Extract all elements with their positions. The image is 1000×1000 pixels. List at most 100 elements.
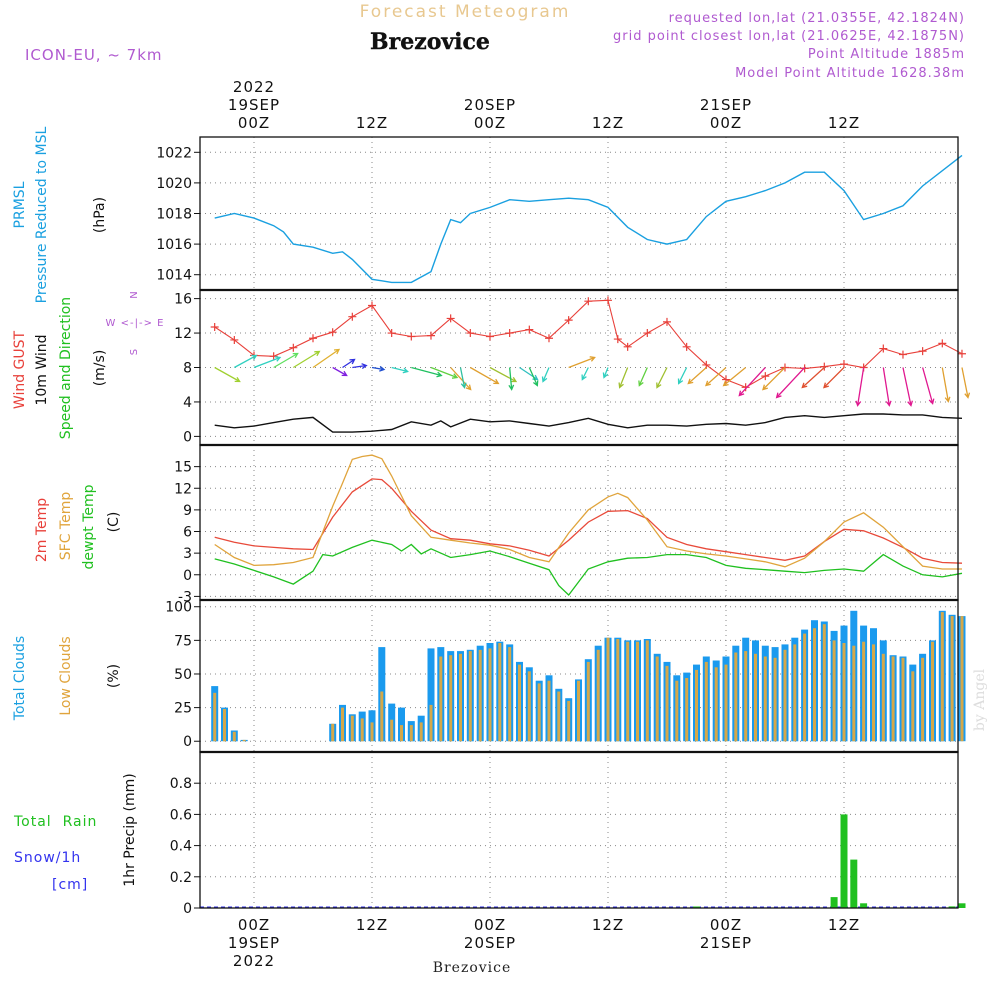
low-cloud-bar <box>636 641 639 742</box>
gust-marker <box>839 360 848 369</box>
gust-marker <box>721 375 730 384</box>
low-cloud-bar <box>390 719 394 742</box>
low-cloud-bar <box>695 669 698 742</box>
wind-ytick-label: 0 <box>183 429 192 445</box>
low-cloud-bar <box>744 651 748 742</box>
low-cloud-bar <box>232 731 236 742</box>
rain-bar <box>830 897 838 908</box>
low-cloud-bar <box>921 657 925 742</box>
low-cloud-bar <box>488 648 492 742</box>
precip-panel: 0 0.2 0.4 0.6 0.8 <box>170 751 966 917</box>
gust-marker <box>485 332 494 341</box>
temp-ytick-label: 6 <box>183 525 192 541</box>
gust-marker <box>682 342 691 351</box>
temp-ytick-label: 3 <box>183 546 192 562</box>
low-cloud-bar <box>734 652 738 742</box>
low-cloud-bar <box>931 641 934 742</box>
precip-ytick-label: 0.2 <box>170 870 192 886</box>
credit: by Angel <box>972 668 988 731</box>
low-cloud-bar <box>331 723 335 742</box>
wind-arrow <box>450 367 472 391</box>
gust-marker <box>466 329 475 338</box>
temp-ytick-label: 9 <box>183 503 192 519</box>
clouds-ytick-label: 50 <box>174 667 192 683</box>
low-cloud-bar <box>508 647 512 742</box>
clouds-ytick-label: 0 <box>183 734 192 750</box>
low-cloud-bar <box>409 725 413 742</box>
bottom-time-label: 12Z <box>592 916 624 934</box>
low-cloud-bar <box>223 709 226 742</box>
total-cloud-bar <box>398 707 405 742</box>
low-cloud-bar <box>498 643 502 742</box>
gust-marker <box>898 350 907 359</box>
wind-arrow <box>519 366 539 381</box>
low-cloud-bar <box>400 725 403 742</box>
low-cloud-bar <box>626 641 630 742</box>
bottom-time-label: 20SEP <box>464 934 516 952</box>
wind-arrow <box>568 356 596 369</box>
gust-marker <box>348 312 357 321</box>
wind-arrow <box>342 358 356 369</box>
low-cloud-bar <box>675 680 679 742</box>
low-cloud-bar <box>950 616 954 742</box>
low-cloud-bar <box>606 637 610 742</box>
low-cloud-bar <box>724 664 728 742</box>
low-cloud-bar <box>783 649 787 742</box>
bottom-time-label: 12Z <box>828 916 860 934</box>
prmsl-line <box>214 154 963 284</box>
pressure-panel: 1014 1016 1018 1020 1022 <box>156 136 963 291</box>
wind-arrow <box>704 367 727 387</box>
rain-bar <box>958 903 966 908</box>
low-cloud-bar <box>872 644 875 742</box>
low-cloud-bar <box>813 628 816 742</box>
gust-marker <box>407 332 416 341</box>
top-time-label: 21SEP <box>700 96 752 114</box>
low-cloud-bar <box>842 643 846 742</box>
wind-arrow <box>352 363 368 370</box>
bottom-time-label: 00Z <box>238 916 270 934</box>
wind-arrow <box>677 367 688 385</box>
hpa-unit: (hPa) <box>92 197 108 233</box>
low-cloud-bar <box>685 678 689 742</box>
low-cloud-bar <box>773 657 777 742</box>
compass-south: S <box>129 349 140 355</box>
rain-bar <box>693 906 700 908</box>
temp-2m-label: 2m Temp <box>34 498 50 562</box>
wind-arrow <box>941 367 951 403</box>
wind-arrow <box>738 367 766 397</box>
panel-labels: PRMSL Pressure Reduced to MSL (hPa) Wind… <box>12 126 163 893</box>
low-cloud-bar <box>341 707 344 742</box>
dewpt-line <box>214 539 963 596</box>
gust-marker <box>938 339 947 348</box>
low-cloud-bar <box>242 739 246 742</box>
bottom-time-label: 00Z <box>474 916 506 934</box>
title: Forecast Meteogram <box>360 2 571 22</box>
bottom-time-label: 21SEP <box>700 934 752 952</box>
low-cloud-bar <box>832 640 836 742</box>
low-cloud-bar <box>577 680 580 742</box>
low-cloud-bar <box>645 640 649 742</box>
wind-10m-label: 10m Wind <box>34 334 50 405</box>
wind-arrow <box>470 366 500 385</box>
wind-arrow <box>489 366 518 383</box>
gust-marker <box>662 317 671 326</box>
low-cloud-bar <box>793 644 797 742</box>
celsius-unit: (C) <box>106 512 122 533</box>
temp-sfc-label: SFC Temp <box>58 492 74 561</box>
gust-marker <box>308 334 317 343</box>
wind-arrow <box>902 367 914 407</box>
gust-marker <box>584 297 593 306</box>
top-time-label: 2022 <box>233 78 275 96</box>
wind-arrow <box>882 367 892 407</box>
top-time-label: 12Z <box>828 114 860 132</box>
pressure-ytick-label: 1022 <box>156 145 192 161</box>
gust-marker <box>918 347 927 356</box>
pressure-ytick-label: 1016 <box>156 237 192 253</box>
bottom-time-label: 2022 <box>233 952 275 970</box>
low-cloud-bar <box>478 649 482 742</box>
speed-direction-label: Speed and Direction <box>58 297 74 439</box>
low-cloud-bar <box>439 656 443 742</box>
gust-marker <box>505 329 514 338</box>
top-time-label: 00Z <box>238 114 270 132</box>
total-rain-label: Total Rain <box>13 814 97 830</box>
